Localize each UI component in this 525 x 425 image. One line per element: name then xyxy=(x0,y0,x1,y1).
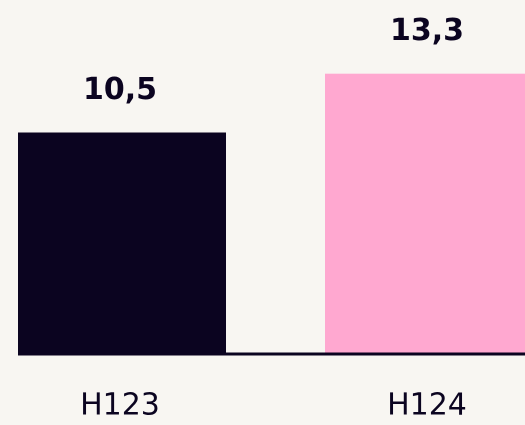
data-label: 13,3 xyxy=(390,13,464,48)
x-tick-label: H124 xyxy=(387,388,467,423)
bar xyxy=(325,73,525,353)
data-label: 10,5 xyxy=(83,72,157,107)
bar xyxy=(18,132,226,353)
x-tick-label: H123 xyxy=(80,388,160,423)
